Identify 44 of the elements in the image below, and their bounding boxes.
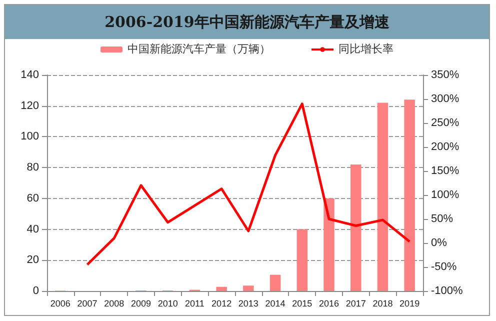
x-tick-label: 2014 — [265, 298, 286, 308]
x-tick-label: 2007 — [77, 298, 98, 308]
x-tick-label: 2011 — [185, 298, 204, 308]
legend-label: 同比增长率 — [338, 42, 394, 56]
x-tick-label: 2010 — [158, 298, 178, 308]
x-tick-label: 2008 — [104, 298, 124, 308]
line-series — [86, 102, 411, 266]
y2-tick-label: 350% — [431, 69, 460, 81]
x-tick-label: 2012 — [212, 298, 232, 308]
bar — [243, 286, 254, 291]
y2-tick-label: 50% — [431, 213, 454, 225]
y-tick-label: 100 — [20, 130, 39, 143]
y-tick-label: 0 — [32, 285, 39, 297]
y2-tick-label: 150% — [431, 165, 460, 177]
x-tick-label: 2018 — [372, 298, 393, 308]
x-tick-label: 2009 — [130, 298, 152, 308]
y2-tick-label: 0% — [431, 237, 448, 249]
bar — [350, 164, 362, 291]
y-tick-label: 40 — [26, 223, 39, 236]
y2-tick-label: -100% — [431, 285, 464, 297]
y2-tick-label: 250% — [431, 117, 460, 129]
y-tick-label: 60 — [26, 192, 39, 204]
x-tick-label: 2013 — [238, 298, 258, 308]
y2-tick-label: 300% — [431, 93, 460, 105]
bar — [296, 229, 308, 291]
bar — [404, 100, 415, 291]
legend-label: 中国新能源汽车产量（万辆） — [128, 42, 270, 56]
x-tick-label: 2016 — [318, 298, 340, 308]
x-tick-label: 2015 — [292, 298, 312, 308]
bar — [216, 286, 227, 291]
bar — [377, 102, 388, 291]
y-tick-label: 20 — [26, 254, 39, 266]
y-tick-label: 120 — [20, 100, 39, 112]
x-tick-label: 2006 — [50, 298, 70, 308]
bar — [324, 198, 334, 291]
x-tick-label: 2017 — [346, 298, 366, 308]
y2-tick-label: -50% — [431, 261, 457, 273]
y2-tick-label: 100% — [431, 189, 460, 201]
y-tick-label: 140 — [20, 69, 39, 81]
x-tick-label: 2019 — [400, 298, 420, 308]
y-tick-label: 80 — [26, 162, 39, 174]
bar — [270, 274, 281, 291]
y2-tick-label: 200% — [431, 141, 460, 153]
chart-title: 2006-2019年中国新能源汽车产量及增速 — [5, 5, 489, 39]
